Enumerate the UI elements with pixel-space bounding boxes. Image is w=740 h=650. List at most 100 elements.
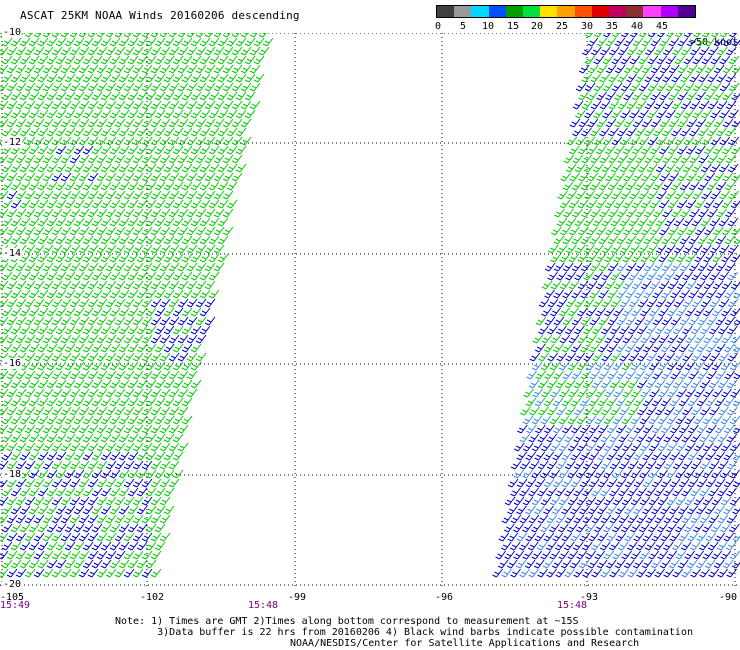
wind-barb [705, 343, 717, 353]
wind-barb [711, 469, 722, 479]
wind-barb [551, 226, 562, 236]
wind-barb [615, 505, 626, 515]
wind-barb [654, 433, 666, 443]
wind-barb [181, 73, 193, 83]
wind-barb [37, 523, 49, 533]
wind-barb [37, 289, 49, 299]
wind-barb [150, 64, 162, 74]
wind-barb [208, 217, 220, 227]
wind-barb [190, 217, 202, 227]
wind-barb [594, 523, 605, 533]
wind-barb [141, 568, 153, 578]
wind-barb [651, 451, 663, 461]
wind-barb [208, 199, 220, 209]
wind-barb [629, 109, 640, 119]
wind-barb [190, 271, 202, 281]
wind-barb [87, 262, 99, 272]
wind-barb [141, 172, 153, 182]
wind-barb [725, 100, 737, 110]
wind-barb [136, 91, 148, 101]
wind-barb [82, 37, 94, 47]
wind-barb [118, 505, 130, 515]
wind-barb [186, 226, 198, 236]
wind-barb [617, 541, 629, 551]
wind-barb [42, 370, 54, 380]
wind-barb [660, 397, 672, 407]
wind-barb [566, 190, 577, 200]
wind-barb [615, 478, 627, 488]
wind-barb [528, 379, 540, 389]
wind-barb [10, 433, 22, 443]
wind-barb [177, 190, 189, 200]
wind-barb [141, 514, 153, 524]
wind-barb [534, 451, 546, 461]
wind-barb [711, 361, 723, 371]
wind-barb [575, 109, 586, 119]
wind-barb [685, 388, 696, 398]
wind-barb [87, 190, 99, 200]
wind-barb [222, 208, 234, 218]
wind-barb [691, 244, 703, 254]
wind-barb [696, 343, 708, 353]
wind-barb [213, 226, 225, 236]
wind-barb [558, 550, 570, 560]
wind-barb [709, 163, 721, 173]
wind-barb [573, 379, 585, 389]
wind-barb [546, 568, 557, 578]
wind-barb [105, 118, 117, 128]
wind-barb [114, 568, 126, 578]
wind-barb [181, 163, 193, 173]
wind-barb [150, 136, 162, 146]
wind-barb [15, 388, 27, 398]
wind-barb [644, 127, 655, 137]
wind-barb [132, 406, 144, 416]
wind-barb [609, 433, 621, 443]
wind-barb [78, 478, 90, 488]
wind-barb [624, 478, 636, 488]
wind-barb [610, 163, 622, 173]
wind-barb [33, 388, 45, 398]
wind-barb [718, 406, 729, 416]
wind-barb [637, 163, 649, 173]
wind-barb [710, 190, 721, 200]
wind-barb [725, 46, 737, 56]
wind-barb [60, 190, 72, 200]
wind-barb [145, 361, 157, 371]
wind-barb [105, 136, 117, 146]
wind-barb [123, 100, 135, 110]
wind-barb [186, 154, 198, 164]
wind-barb [649, 280, 661, 290]
wind-barb [96, 514, 108, 524]
wind-barb [163, 163, 175, 173]
wind-barb [516, 532, 528, 542]
wind-barb [37, 343, 49, 353]
wind-barb [163, 73, 175, 83]
wind-barb [109, 109, 121, 119]
wind-barb [590, 541, 602, 551]
wind-barb [132, 478, 144, 488]
wind-barb [712, 388, 723, 398]
wind-barb [563, 541, 575, 551]
wind-barb [177, 316, 189, 326]
wind-barb [132, 298, 144, 308]
wind-barb [105, 100, 117, 110]
wind-barb [136, 73, 148, 83]
wind-barb [100, 451, 112, 461]
legend-label: 15 [506, 21, 520, 32]
wind-barb [528, 487, 539, 497]
wind-barb [163, 307, 175, 317]
wind-barb [552, 397, 564, 407]
wind-barb [607, 235, 619, 245]
wind-barb [718, 271, 729, 281]
wind-barb [213, 46, 225, 56]
wind-barb [671, 541, 683, 551]
wind-barb [46, 55, 58, 65]
wind-barb [15, 262, 27, 272]
wind-barb [555, 487, 566, 497]
wind-barb [707, 208, 718, 218]
wind-barb [729, 361, 740, 371]
wind-barb [567, 415, 579, 425]
wind-barb [213, 100, 225, 110]
wind-barb [584, 190, 595, 200]
wind-barb [732, 346, 740, 353]
